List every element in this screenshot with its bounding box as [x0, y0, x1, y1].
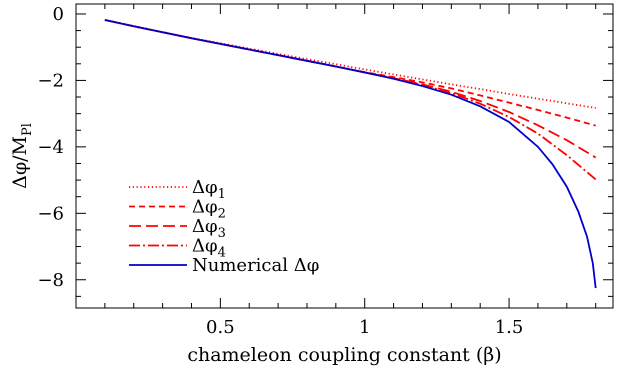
ticks: 0.5 1 1.5 0 −2 −4 −6 −8 — [37, 4, 613, 338]
y-axis-label-main: Δφ/M — [9, 136, 31, 189]
legend-label-sub: 2 — [218, 207, 226, 222]
series-line-1 — [104, 19, 596, 109]
y-tick-label: −8 — [37, 270, 64, 291]
series-line-4 — [104, 19, 597, 181]
series-group — [104, 19, 597, 289]
legend-label-main: Δφ — [192, 197, 218, 218]
legend-label-main: Δφ — [192, 216, 218, 237]
legend-label-sub: 4 — [218, 246, 226, 261]
y-tick-label: −2 — [37, 70, 64, 91]
x-tick-label: 0.5 — [206, 317, 235, 338]
y-tick-label: −6 — [37, 203, 64, 224]
legend-label-main: Numerical Δφ — [192, 255, 319, 276]
legend-label-5: Numerical Δφ — [192, 255, 319, 276]
x-axis-label: chameleon coupling constant (β) — [187, 344, 501, 366]
legend-label-1: Δφ1 — [192, 177, 226, 202]
y-tick-label: −4 — [37, 137, 64, 158]
series-line-5 — [104, 19, 597, 289]
legend-label-main: Δφ — [192, 236, 218, 257]
y-axis-label-sub: Pl — [20, 123, 35, 136]
y-axis-label: Δφ/MPl — [9, 123, 35, 189]
x-tick-label: 1.5 — [495, 317, 524, 338]
y-tick-label: 0 — [53, 4, 64, 25]
series-line-3 — [104, 19, 597, 159]
x-tick-label: 1 — [359, 317, 370, 338]
legend-label-sub: 1 — [218, 187, 226, 202]
legend-label-4: Δφ4 — [192, 236, 226, 261]
legend-label-sub: 3 — [218, 226, 226, 241]
legend-label-2: Δφ2 — [192, 197, 226, 222]
plot-frame — [75, 3, 614, 309]
legend-label-main: Δφ — [192, 177, 218, 198]
legend-label-3: Δφ3 — [192, 216, 226, 241]
